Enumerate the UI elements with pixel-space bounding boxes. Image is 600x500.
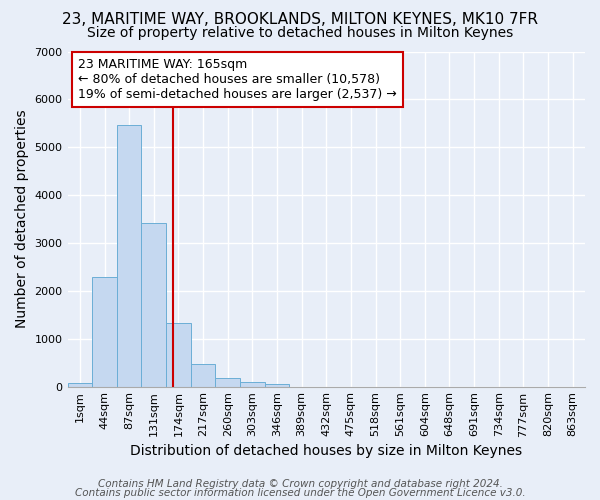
- Text: Contains HM Land Registry data © Crown copyright and database right 2024.: Contains HM Land Registry data © Crown c…: [98, 479, 502, 489]
- Bar: [215, 378, 240, 386]
- Y-axis label: Number of detached properties: Number of detached properties: [15, 110, 29, 328]
- Text: Size of property relative to detached houses in Milton Keynes: Size of property relative to detached ho…: [87, 26, 513, 40]
- Bar: [265, 384, 289, 386]
- Bar: [142, 223, 166, 386]
- Bar: [92, 278, 117, 386]
- Bar: [117, 125, 142, 386]
- Bar: [240, 382, 265, 386]
- Bar: [191, 364, 215, 386]
- X-axis label: Distribution of detached houses by size in Milton Keynes: Distribution of detached houses by size …: [130, 444, 523, 458]
- Text: 23 MARITIME WAY: 165sqm
← 80% of detached houses are smaller (10,578)
19% of sem: 23 MARITIME WAY: 165sqm ← 80% of detache…: [78, 58, 397, 101]
- Text: Contains public sector information licensed under the Open Government Licence v3: Contains public sector information licen…: [74, 488, 526, 498]
- Text: 23, MARITIME WAY, BROOKLANDS, MILTON KEYNES, MK10 7FR: 23, MARITIME WAY, BROOKLANDS, MILTON KEY…: [62, 12, 538, 28]
- Bar: [68, 383, 92, 386]
- Bar: [166, 324, 191, 386]
